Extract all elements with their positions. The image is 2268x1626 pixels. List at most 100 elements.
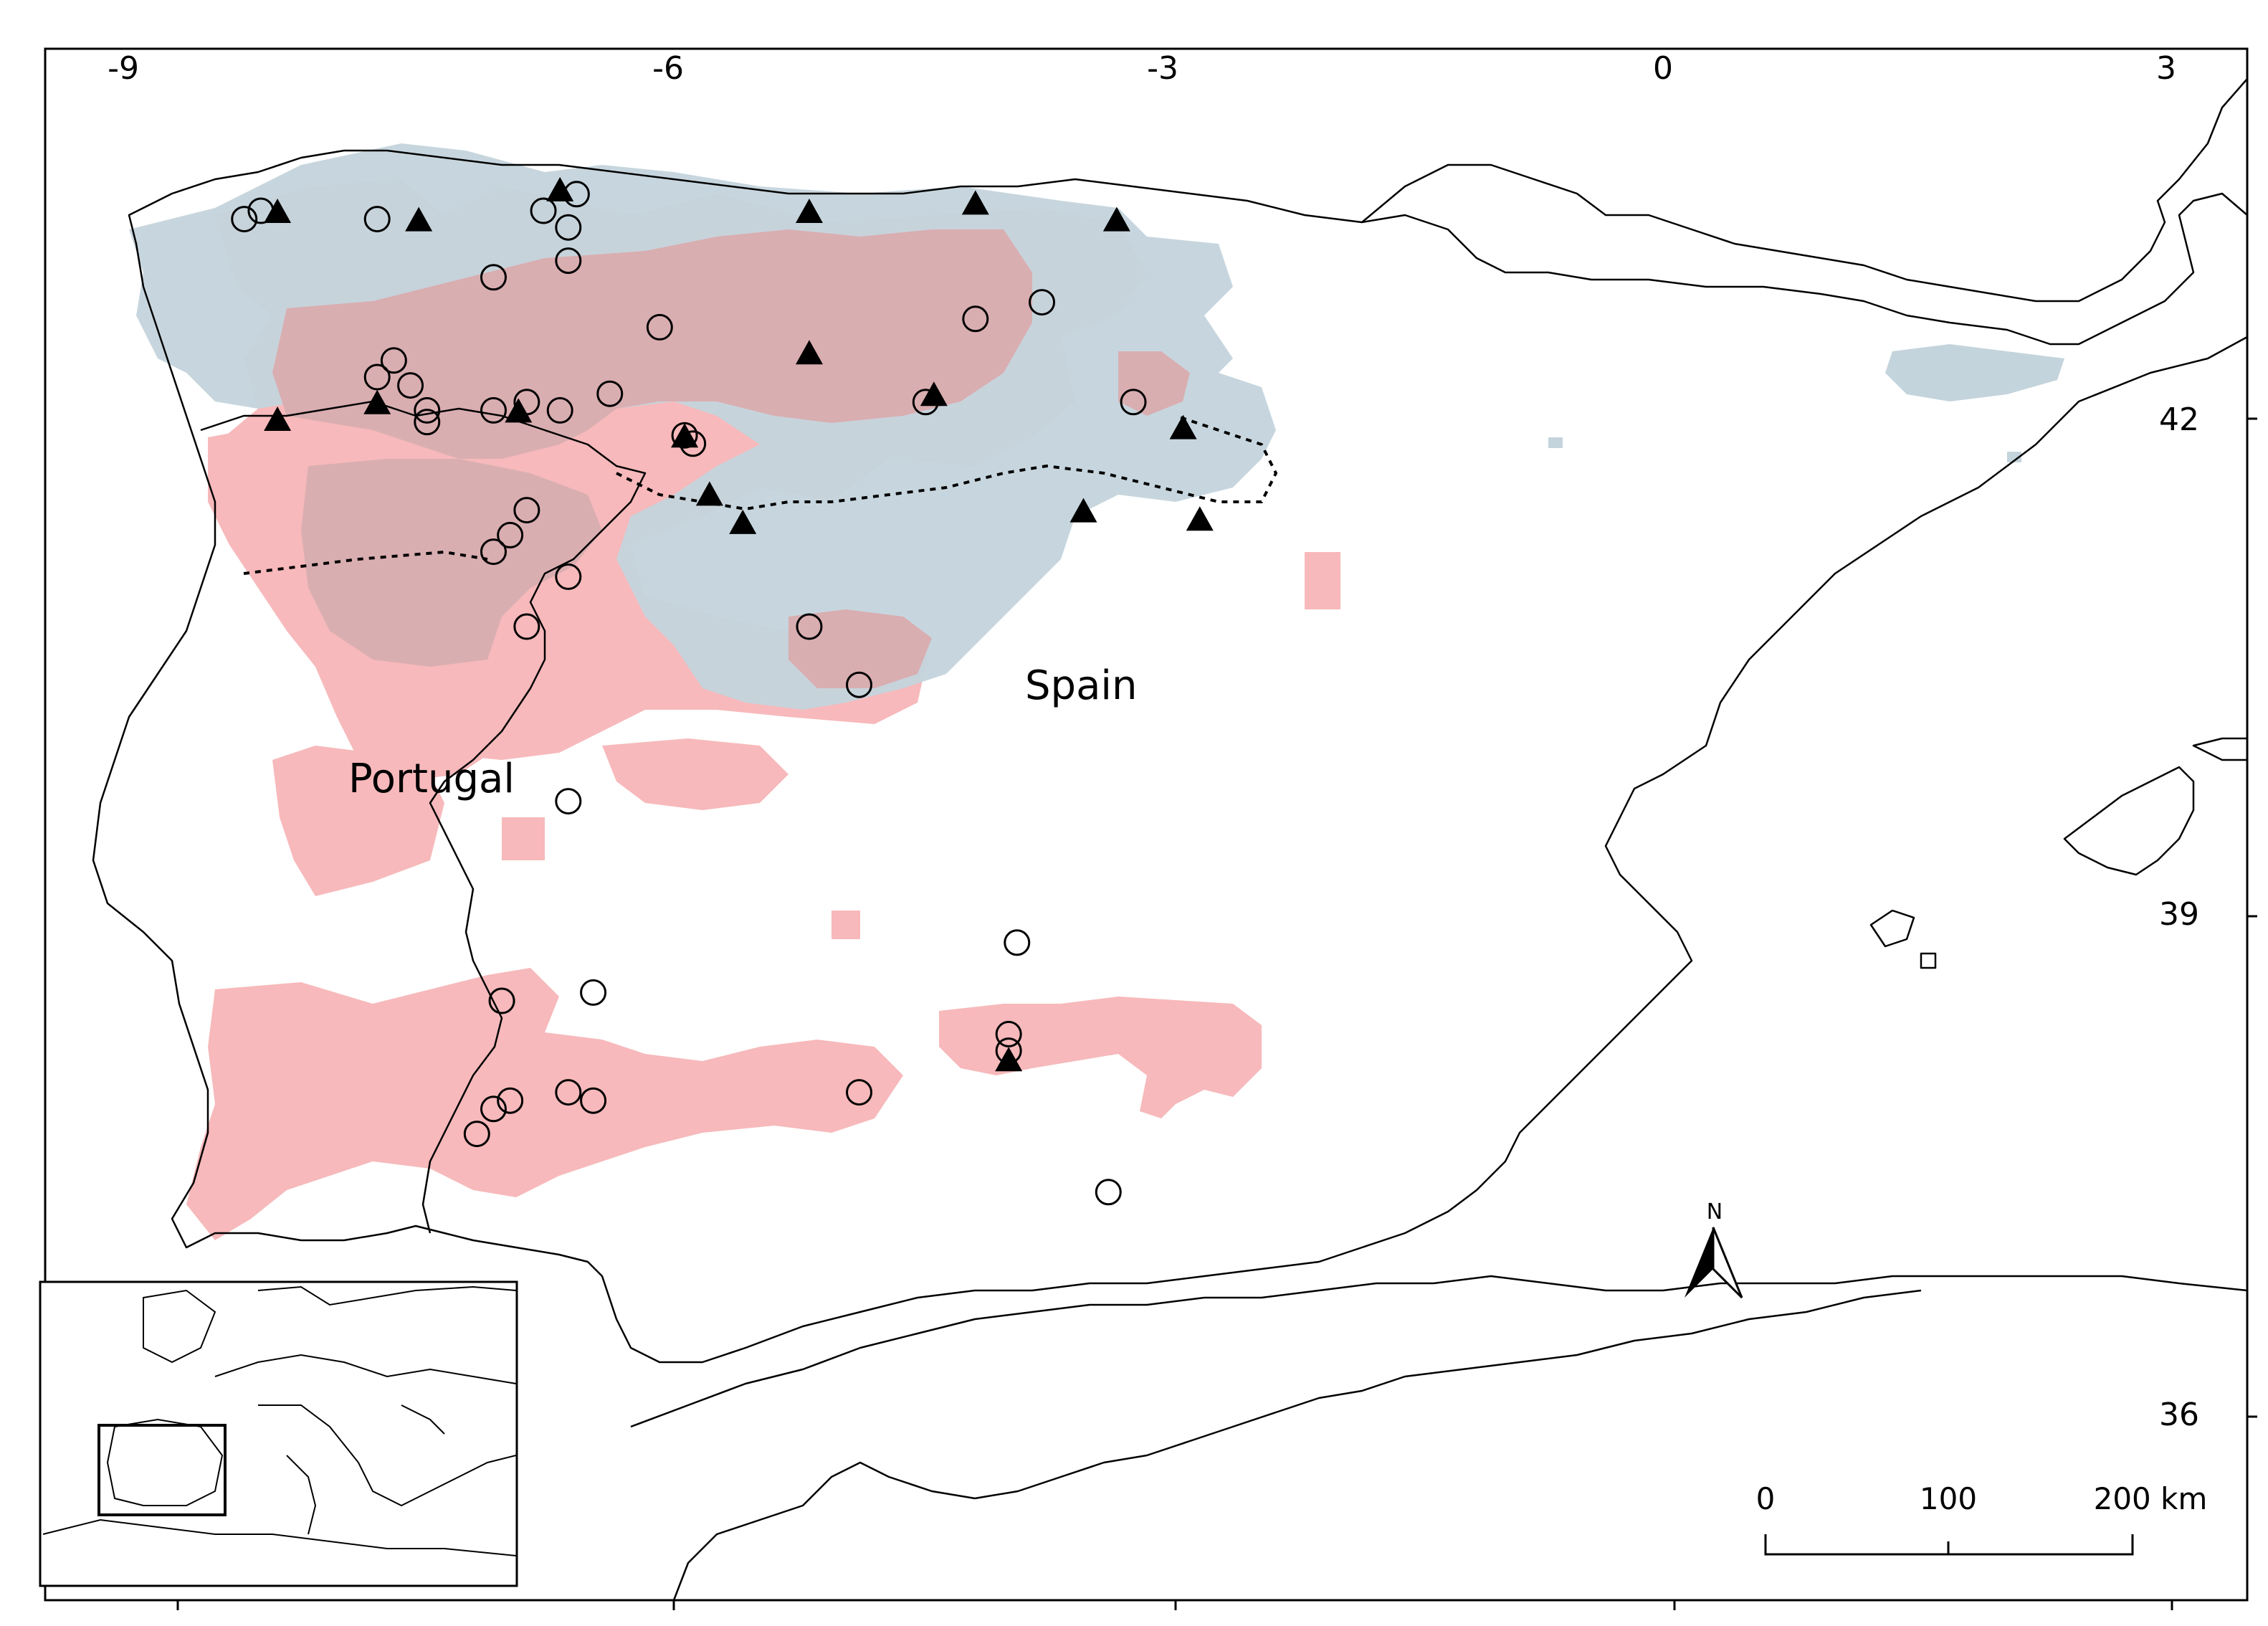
record-circle-marker <box>380 347 407 374</box>
record-circle-marker <box>846 671 873 698</box>
range-pink-central-spain <box>602 738 788 810</box>
dotted-boundary-portugal <box>243 550 488 575</box>
lon-tick-label: 0 <box>1653 50 1673 87</box>
record-triangle-marker <box>546 176 574 201</box>
record-circle-marker <box>513 497 540 524</box>
coastlines <box>92 78 2249 1601</box>
scale-label-100: 100 <box>1920 1481 1977 1516</box>
record-circle-marker <box>580 979 607 1006</box>
africa-coast <box>630 1275 2248 1428</box>
scale-label-0: 0 <box>1756 1481 1776 1516</box>
record-triangle-marker <box>1069 498 1097 523</box>
range-pink-central-portugal <box>272 746 444 896</box>
record-circle-marker <box>596 380 624 407</box>
record-circle-marker <box>414 396 441 424</box>
record-triangle-marker <box>961 190 989 215</box>
record-circle-marker <box>463 1121 490 1148</box>
lon-tick-label: -6 <box>652 50 684 87</box>
record-triangle-marker <box>671 423 699 448</box>
record-triangle-marker <box>405 206 433 232</box>
country-label-spain: Spain <box>1025 662 1137 709</box>
dotted-boundaries <box>243 414 1278 575</box>
record-circle-marker <box>480 264 507 291</box>
record-circle-marker <box>480 538 507 566</box>
ibiza <box>1869 909 1915 948</box>
record-circle-marker <box>363 363 391 391</box>
africa-south-coast <box>672 1289 1922 1601</box>
range-overlap-northwest <box>272 229 1032 459</box>
inset-highlight-box <box>97 1424 227 1516</box>
record-circle-marker <box>846 1079 873 1106</box>
scale-label-200: 200 km <box>2094 1481 2208 1516</box>
distribution-range-layer <box>129 143 2064 1240</box>
range-overlap-central <box>788 609 932 688</box>
record-triangle-marker <box>1102 206 1130 232</box>
record-circle-marker <box>480 396 507 424</box>
portugal-spain-border <box>200 400 647 1234</box>
record-triangle-marker <box>995 1047 1023 1072</box>
record-circle-marker <box>480 1095 507 1123</box>
france-coast <box>1361 78 2248 303</box>
lat-tick-labels-right: 42 39 36 <box>2159 401 2199 1433</box>
record-circle-marker <box>1029 289 1056 316</box>
record-triangle-marker <box>795 340 823 365</box>
range-overlap-east <box>1118 351 1190 416</box>
range-pink-south <box>186 968 903 1240</box>
record-triangle-marker <box>264 406 292 431</box>
lon-tick-label: -9 <box>108 50 139 87</box>
record-triangle-marker <box>505 398 533 423</box>
record-circle-marker <box>555 788 582 815</box>
record-circle-marker <box>555 563 582 590</box>
lon-tick-labels-top: -9 -6 -3 0 3 <box>108 50 2176 87</box>
record-circle-marker <box>1095 1179 1122 1206</box>
record-circle-marker <box>497 1087 524 1114</box>
record-circle-marker <box>231 206 258 233</box>
menorca <box>2192 737 2249 761</box>
record-circle-marker <box>497 521 524 548</box>
record-circle-marker <box>414 409 441 436</box>
record-circle-marker <box>1004 929 1031 956</box>
record-circle-marker <box>646 313 673 341</box>
record-circle-marker <box>530 197 557 224</box>
range-pink-small-east <box>1305 552 1340 609</box>
triangle-markers <box>264 176 1214 1072</box>
record-triangle-marker <box>795 199 823 223</box>
dotted-boundary-spain <box>616 414 1278 511</box>
range-blue-dot1 <box>1548 437 1563 448</box>
lat-tick-label: 39 <box>2159 896 2199 933</box>
north-arrow-icon: N <box>1685 1199 1743 1299</box>
mallorca <box>2063 766 2195 876</box>
record-circle-marker <box>796 613 823 640</box>
lon-tick-label: 3 <box>2156 50 2176 87</box>
record-circle-marker <box>995 1020 1022 1047</box>
range-pink-small-center2 <box>502 817 545 860</box>
range-blue-northeast <box>1885 344 2064 401</box>
lat-tick-label: 36 <box>2159 1397 2199 1433</box>
record-triangle-marker <box>695 481 723 506</box>
record-circle-marker <box>546 396 573 424</box>
record-triangle-marker <box>729 509 757 534</box>
record-circle-marker <box>1120 389 1147 416</box>
record-triangle-marker <box>920 381 948 406</box>
inset-europe-map <box>39 1280 518 1587</box>
range-overlap-west <box>301 459 602 667</box>
range-blue-dot2 <box>2007 452 2021 462</box>
record-circle-marker <box>555 247 582 275</box>
lon-tick-label: -3 <box>1147 50 1178 87</box>
record-circle-marker <box>488 987 515 1014</box>
record-triangle-marker <box>1169 414 1197 439</box>
record-circle-marker <box>363 206 391 233</box>
lat-tick-label: 42 <box>2159 401 2199 438</box>
record-circle-marker <box>555 214 582 241</box>
record-circle-marker <box>555 1079 582 1106</box>
record-circle-marker <box>397 372 424 399</box>
scale-bar: 0 100 200 km <box>1756 1481 2208 1556</box>
record-triangle-marker <box>1186 506 1214 531</box>
record-triangle-marker <box>363 389 391 414</box>
record-circle-marker <box>962 305 989 333</box>
country-label-portugal: Portugal <box>348 756 515 802</box>
formentera <box>1920 952 1937 969</box>
iberia-coastline <box>92 149 2249 1364</box>
record-triangle-marker <box>264 199 292 223</box>
